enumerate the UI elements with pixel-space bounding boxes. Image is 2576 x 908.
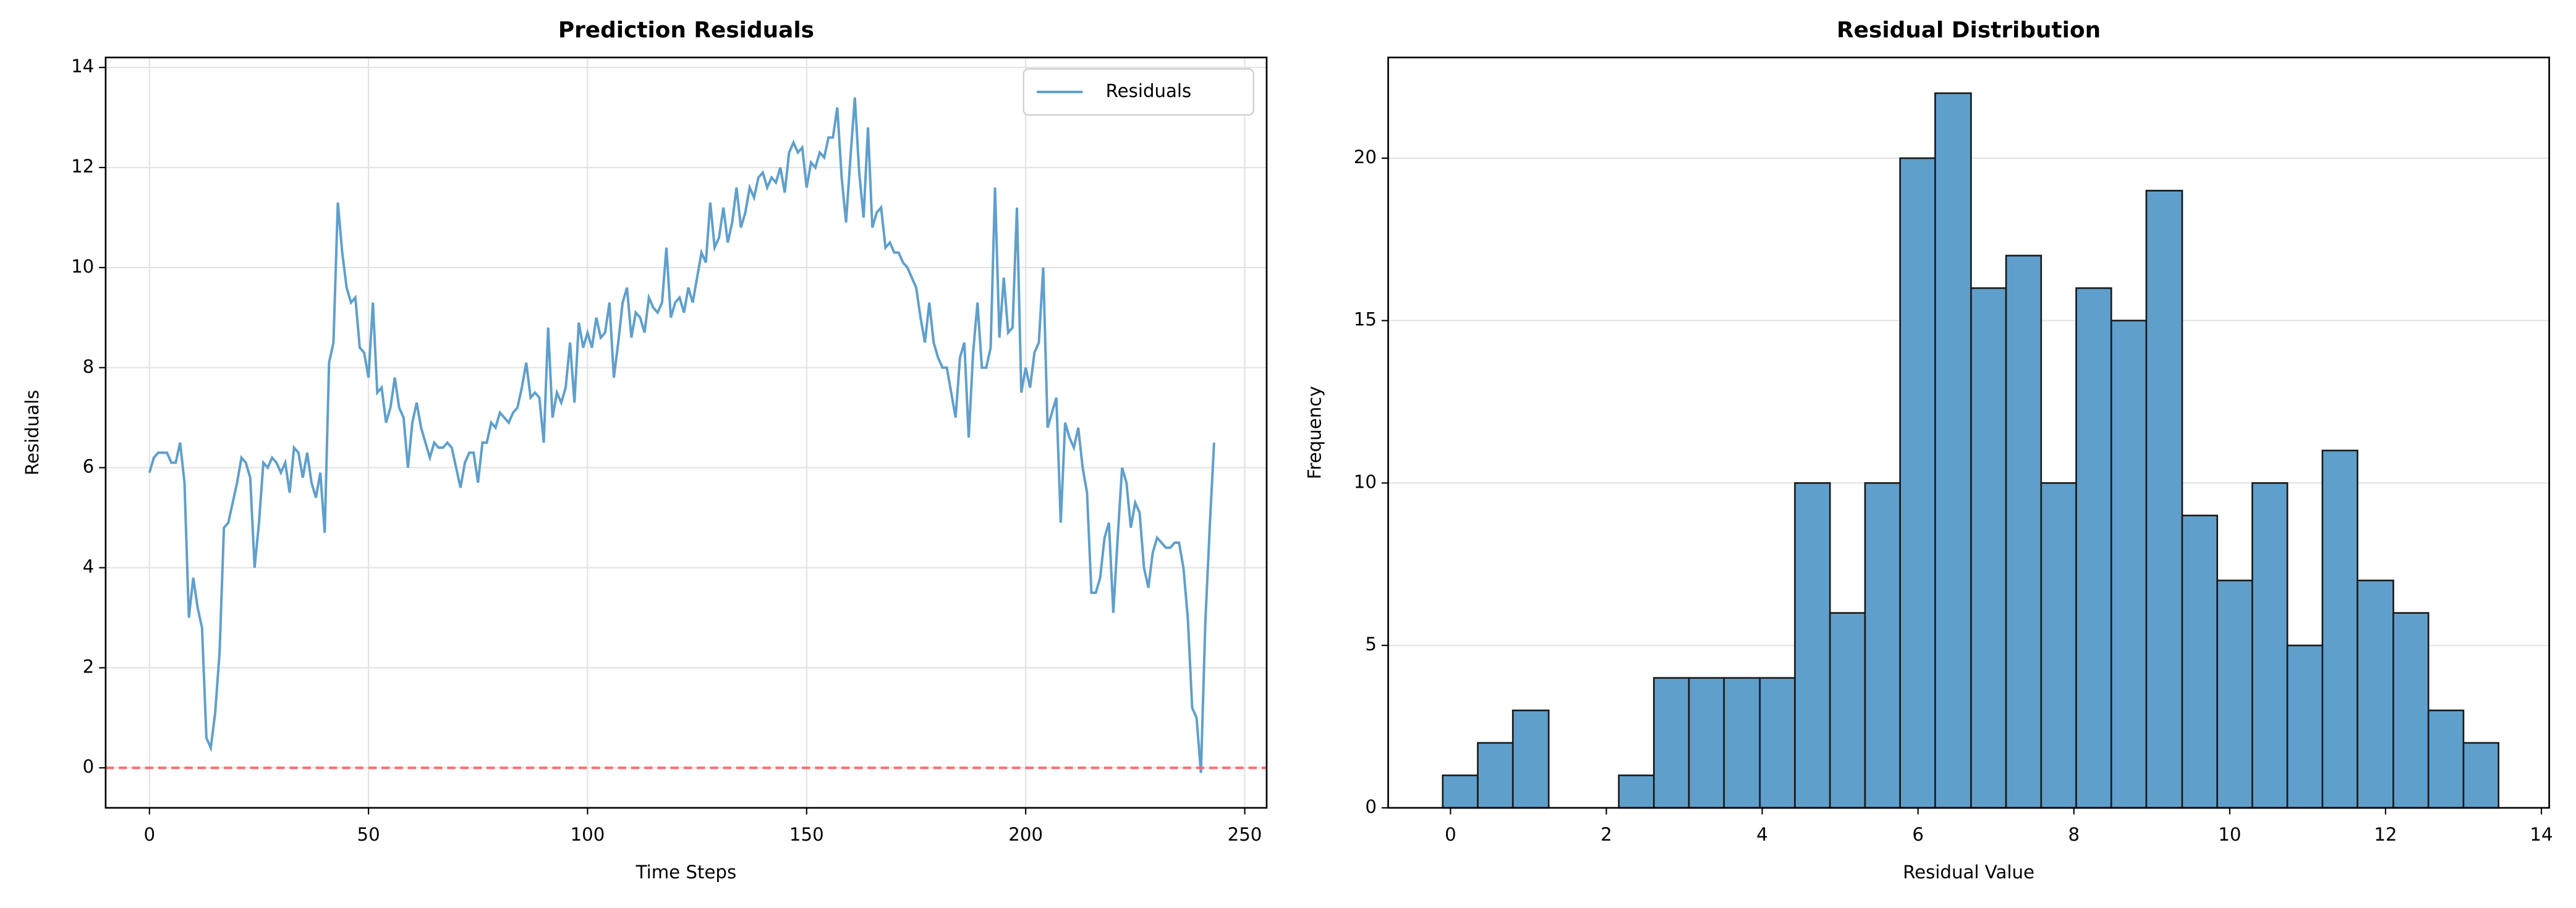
x-axis-label: Residual Value [1903,862,2034,883]
y-tick-label: 0 [1365,796,1377,817]
histogram-bar [2427,709,2465,809]
legend-label: Residuals [1106,80,1192,101]
histogram-bar [1759,677,1796,809]
y-tick-label: 4 [83,556,95,577]
x-tick-label: 250 [1228,824,1262,845]
axes-frame [1387,56,2550,809]
y-tick-label: 2 [83,656,95,677]
chart-title: Prediction Residuals [558,17,814,43]
histogram-bar [2145,190,2183,809]
x-tick-label: 14 [2530,824,2553,845]
y-tick-label: 10 [1354,471,1377,492]
data-line [148,97,1215,773]
y-tick-label: 10 [71,256,94,277]
y-tick-label: 5 [1365,634,1377,655]
x-tick-label: 150 [789,824,824,845]
y-tick-label: 6 [83,456,95,477]
histogram-bar [2251,482,2289,809]
x-tick-label: 0 [1445,824,1456,845]
chart-title: Residual Distribution [1837,17,2101,43]
histogram-bar [1970,287,2007,809]
y-tick-label: 14 [71,56,94,77]
x-tick-label: 12 [2374,824,2397,845]
histogram-bar [2181,514,2219,809]
histogram-bar [1618,774,1655,809]
x-tick-label: 50 [357,824,380,845]
histogram-bar [2040,482,2077,809]
histogram-bar [1688,677,1725,809]
x-tick-label: 6 [1912,824,1924,845]
histogram-bar [1442,774,1479,809]
histogram-bar [1934,92,1972,809]
histogram-bar [2075,287,2112,809]
histogram-bar [2462,742,2500,809]
x-tick-label: 2 [1600,824,1612,845]
histogram-bar [1653,677,1690,809]
y-tick-label: 20 [1354,146,1377,168]
x-tick-label: 0 [143,824,155,845]
y-tick-label: 15 [1354,309,1377,330]
histogram-bar [2392,612,2429,809]
x-tick-label: 8 [2068,824,2080,845]
x-tick-label: 100 [571,824,605,845]
x-tick-label: 4 [1756,824,1768,845]
y-tick-label: 8 [83,356,95,377]
histogram-bar [2216,579,2253,809]
y-tick-label: 0 [83,756,95,777]
y-axis-label: Frequency [1304,386,1325,479]
axes-frame [104,56,1268,809]
histogram-bar [1477,742,1514,809]
x-axis-label: Time Steps [635,862,737,883]
histogram-bar [2110,320,2148,809]
x-tick-label: 200 [1008,824,1043,845]
histogram-bar [2357,579,2394,809]
y-axis-label: Residuals [22,390,43,476]
histogram-bar [2286,644,2324,809]
legend-box [1022,68,1254,116]
histogram-bar [2321,449,2358,809]
histogram-bar [1864,482,1901,809]
histogram-bar [1511,709,1550,809]
histogram-bar [1794,482,1831,809]
x-tick-label: 10 [2218,824,2241,845]
histogram-bar [1899,157,1936,809]
histogram-bar [1723,677,1761,809]
y-tick-label: 12 [71,156,94,177]
histogram-bar [1829,612,1866,809]
histogram-bar [2005,255,2043,809]
